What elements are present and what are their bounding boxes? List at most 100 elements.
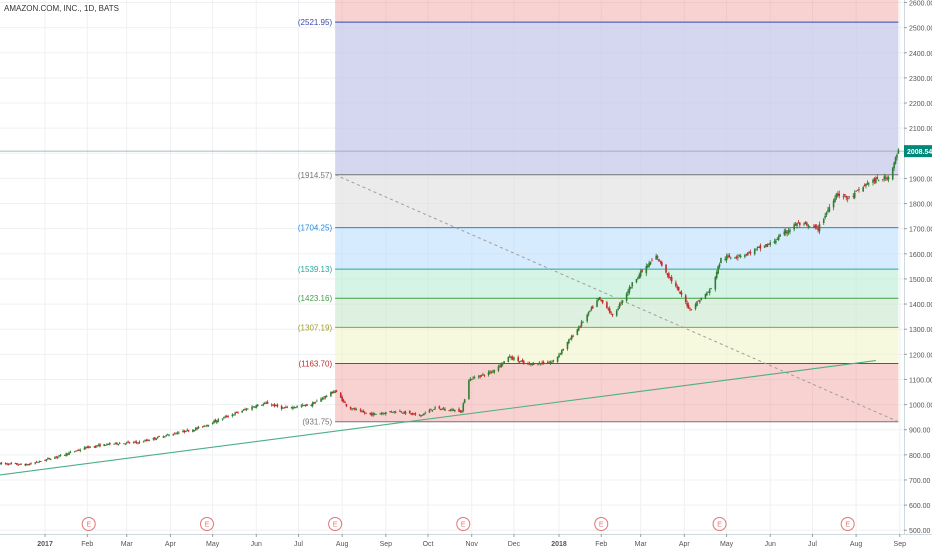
candle-body <box>86 446 89 448</box>
candle-body <box>804 222 807 224</box>
candle-body <box>362 410 365 413</box>
earnings-marker-label: E <box>845 522 850 529</box>
candle-body <box>769 242 772 245</box>
candle-body <box>424 412 427 414</box>
earnings-marker[interactable] <box>328 517 343 531</box>
candle-body <box>499 365 501 367</box>
candle-body <box>461 410 463 413</box>
candle-body <box>244 409 246 411</box>
candle-body <box>744 254 746 257</box>
candle-body <box>618 303 621 308</box>
candle-body <box>373 413 376 415</box>
candle-body <box>444 408 446 411</box>
candle-body <box>546 362 549 364</box>
fib-zone <box>335 174 899 228</box>
candle-body <box>473 377 476 379</box>
candle-body <box>510 356 512 359</box>
trendline-layer <box>0 360 876 476</box>
candle-body <box>168 434 170 436</box>
candle-body <box>631 282 634 287</box>
candle-body <box>480 374 483 376</box>
candle-body <box>155 438 158 441</box>
candle-body <box>272 404 274 406</box>
candle-body <box>492 371 494 373</box>
candle-body <box>172 434 174 436</box>
candle-body <box>676 286 679 289</box>
candle-body <box>606 302 608 309</box>
time-tick-label: May <box>720 541 734 548</box>
price-tick-label: 1500.00 <box>909 277 932 284</box>
time-tick-label: Jul <box>294 541 303 548</box>
candle-body <box>25 464 28 466</box>
candle-body <box>75 450 77 452</box>
candle-body <box>235 411 238 413</box>
candle-body <box>696 301 698 306</box>
candle-body <box>187 430 190 432</box>
candle-body <box>252 406 255 408</box>
time-axis-bg <box>0 534 932 550</box>
earnings-marker[interactable] <box>81 517 96 531</box>
price-tick-label: 500.00 <box>909 528 931 535</box>
candle-body <box>331 391 334 394</box>
candle-body <box>341 396 343 401</box>
candle-body <box>109 443 111 445</box>
candle-body <box>649 262 652 265</box>
candle-body <box>735 256 738 258</box>
candle-body <box>846 198 849 200</box>
candle-body <box>568 339 570 343</box>
earnings-marker[interactable] <box>456 517 471 531</box>
candle-body <box>548 361 550 363</box>
candle-body <box>835 193 838 198</box>
earnings-marker[interactable] <box>199 517 214 531</box>
time-tick-label: Sep <box>894 541 907 548</box>
candle-body <box>753 249 756 255</box>
candle-body <box>582 321 584 323</box>
candle-body <box>352 408 355 410</box>
earnings-marker[interactable] <box>840 517 855 531</box>
time-tick-label: 2018 <box>551 541 567 548</box>
candle-body <box>438 406 441 409</box>
time-tick-label: 2017 <box>37 541 53 548</box>
candle-body <box>370 413 373 416</box>
price-tick-label: 1200.00 <box>909 352 932 359</box>
candle-body <box>363 412 366 414</box>
candle-body <box>717 266 719 274</box>
candle-body <box>837 193 839 196</box>
candle-body <box>797 222 800 224</box>
earnings-marker[interactable] <box>712 517 727 531</box>
candle-body <box>47 458 49 460</box>
candle-body <box>763 245 766 248</box>
candle-body <box>517 357 519 362</box>
candle-body <box>365 412 367 414</box>
candle-body <box>344 401 346 404</box>
candle-body <box>532 363 535 365</box>
candle-body <box>806 222 808 226</box>
candle-body <box>335 390 338 392</box>
candle-body <box>431 409 434 412</box>
fib-zone <box>335 227 899 270</box>
earnings-marker[interactable] <box>594 517 609 531</box>
price-tick-label: 700.00 <box>909 478 931 485</box>
candle-body <box>79 449 82 451</box>
candle-body <box>597 298 600 300</box>
candle-body <box>207 424 210 426</box>
candle-body <box>659 260 662 262</box>
candle-body <box>383 413 386 415</box>
candle-body <box>183 430 186 432</box>
candle-body <box>392 412 394 414</box>
candle-body <box>825 212 828 215</box>
candle-body <box>399 411 401 412</box>
price-tick-label: 2200.00 <box>909 101 932 108</box>
time-axis: 2017 Feb Mar Apr May Jun Jul Aug Sep Oct Nov Dec 201… <box>0 534 932 550</box>
candle-body <box>342 400 345 402</box>
time-tick-label: Aug <box>850 541 863 548</box>
candle-body <box>175 433 177 435</box>
candle-body <box>34 462 37 464</box>
candle-body <box>739 255 742 258</box>
candle-body <box>293 407 296 409</box>
candle-body <box>725 256 728 261</box>
candle-body <box>503 361 505 364</box>
